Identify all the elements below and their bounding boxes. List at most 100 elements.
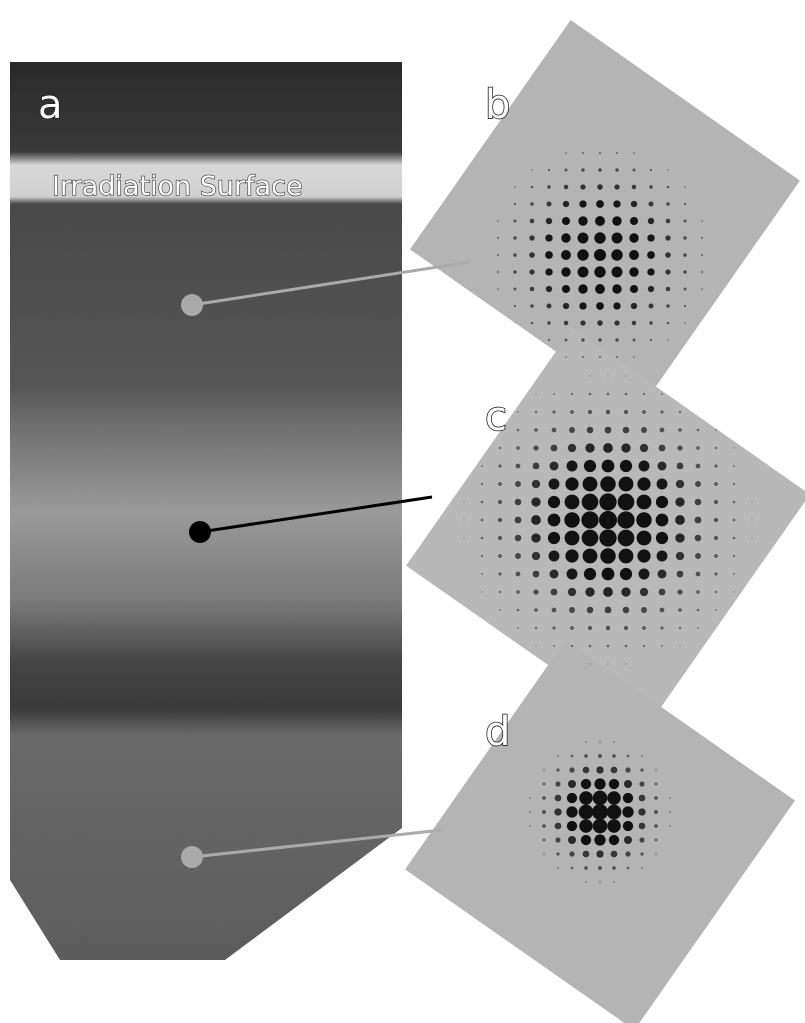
spot — [530, 304, 534, 308]
spot — [516, 446, 520, 450]
spot — [596, 850, 603, 857]
spot — [516, 464, 521, 469]
spot — [613, 881, 615, 883]
spot — [659, 589, 666, 596]
spot — [677, 463, 684, 470]
spot — [625, 393, 628, 396]
spot — [578, 267, 589, 278]
spot — [661, 645, 663, 647]
spot — [633, 356, 635, 358]
spot — [535, 393, 536, 394]
spot — [679, 411, 681, 413]
spot — [641, 427, 647, 433]
spot — [661, 393, 663, 395]
spot — [649, 185, 653, 189]
spot — [647, 234, 654, 241]
spot — [594, 249, 606, 261]
spot — [515, 553, 521, 559]
spot — [660, 626, 663, 629]
spot — [631, 201, 637, 207]
spot — [481, 465, 483, 467]
spot — [618, 530, 635, 547]
spot — [571, 645, 573, 647]
spot — [551, 445, 558, 452]
spot — [623, 793, 633, 803]
spot — [533, 445, 538, 450]
spot — [568, 836, 576, 844]
spot — [497, 220, 499, 222]
spot — [499, 591, 501, 593]
spot — [656, 532, 668, 544]
spot — [625, 767, 630, 772]
spot — [665, 269, 670, 274]
spot — [566, 806, 577, 817]
spot — [597, 320, 603, 326]
spot — [666, 304, 670, 308]
spot — [629, 250, 639, 260]
spot — [570, 410, 574, 414]
spot — [654, 796, 658, 800]
spot — [555, 781, 560, 786]
spot — [499, 609, 501, 611]
spot — [715, 591, 717, 593]
spot — [498, 482, 502, 486]
spot — [603, 587, 613, 597]
spot — [621, 587, 630, 596]
spot — [684, 322, 686, 324]
spot — [637, 495, 652, 510]
spot — [677, 445, 682, 450]
spot — [669, 797, 671, 799]
spot — [751, 501, 752, 502]
spot — [667, 322, 670, 325]
spot — [684, 186, 686, 188]
panel-label: d — [485, 709, 510, 755]
spot — [547, 185, 551, 189]
marker — [189, 521, 211, 543]
spot — [550, 570, 559, 579]
spot — [642, 626, 646, 630]
spot — [565, 169, 568, 172]
spot — [614, 184, 619, 189]
spot — [598, 754, 602, 758]
spot — [605, 427, 612, 434]
spot — [585, 443, 594, 452]
panel-label: a — [38, 82, 63, 128]
spot — [563, 201, 569, 207]
spot — [577, 249, 588, 260]
spot — [656, 496, 668, 508]
spot — [598, 866, 602, 870]
spot — [584, 866, 588, 870]
spot — [564, 321, 569, 326]
spot — [640, 444, 648, 452]
spot — [621, 443, 630, 452]
spot — [594, 778, 605, 789]
spot — [514, 322, 516, 324]
spot — [584, 460, 596, 472]
spot — [582, 494, 599, 511]
spot — [498, 536, 502, 540]
spot — [463, 537, 464, 538]
spot — [714, 500, 718, 504]
spot — [557, 867, 559, 869]
spot — [657, 479, 668, 490]
spot — [696, 572, 701, 577]
spot — [620, 568, 632, 580]
spot — [714, 482, 718, 486]
spot — [683, 236, 686, 239]
spot — [545, 268, 552, 275]
spot — [643, 645, 645, 647]
spot — [624, 780, 632, 788]
spot — [697, 627, 699, 629]
spot — [751, 537, 752, 538]
spot — [587, 427, 594, 434]
spot — [607, 791, 620, 804]
spot — [607, 819, 620, 832]
marker — [181, 846, 203, 868]
spot — [607, 393, 610, 396]
spot — [629, 267, 638, 276]
spot — [561, 267, 570, 276]
spot — [571, 755, 574, 758]
spot — [627, 755, 630, 758]
panel-label: c — [485, 394, 507, 440]
spot — [660, 410, 663, 413]
